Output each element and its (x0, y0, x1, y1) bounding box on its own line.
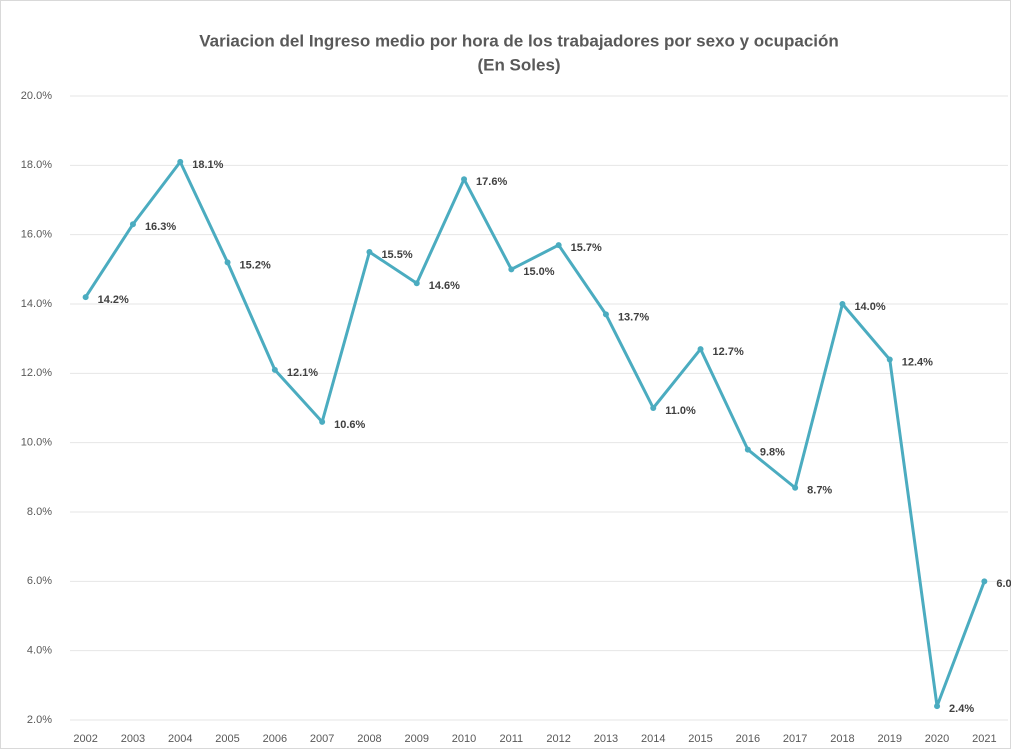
x-tick-label: 2009 (405, 733, 429, 745)
data-point (744, 446, 751, 453)
data-point (129, 221, 136, 228)
x-tick-label: 2014 (641, 733, 665, 745)
y-tick-label: 14.0% (21, 298, 52, 310)
x-tick-label: 2013 (594, 733, 618, 745)
x-tick-label: 2018 (830, 733, 854, 745)
y-tick-label: 4.0% (27, 645, 52, 657)
y-tick-label: 12.0% (21, 367, 52, 379)
data-label: 12.7% (713, 346, 744, 358)
x-tick-label: 2019 (878, 733, 902, 745)
data-point (508, 266, 515, 273)
x-tick-label: 2008 (357, 733, 381, 745)
data-point (177, 158, 184, 165)
series-line (84, 160, 986, 708)
data-point (461, 176, 468, 183)
data-label: 12.4% (902, 356, 933, 368)
data-point (839, 301, 846, 307)
chart-title: Variacion del Ingreso medio por hora de … (199, 31, 839, 50)
data-label: 13.7% (618, 311, 649, 323)
data-point (602, 311, 609, 318)
data-point (366, 249, 373, 255)
data-label: 12.1% (287, 367, 318, 379)
x-tick-label: 2006 (263, 733, 287, 745)
data-label: 18.1% (192, 159, 223, 171)
data-label: 11.0% (665, 405, 696, 417)
data-point (224, 259, 231, 266)
x-tick-label: 2002 (73, 733, 97, 745)
data-point (886, 356, 893, 363)
data-label: 8.7% (807, 485, 832, 497)
data-label: 16.3% (145, 221, 176, 233)
x-tick-label: 2015 (688, 733, 712, 745)
y-tick-label: 20.0% (21, 90, 52, 102)
data-label: 14.6% (429, 280, 460, 292)
x-tick-label: 2017 (783, 733, 807, 745)
x-tick-label: 2010 (452, 733, 476, 745)
x-tick-label: 2020 (925, 733, 949, 745)
x-tick-label: 2011 (500, 733, 524, 745)
y-tick-label: 6.0% (27, 575, 52, 587)
data-label: 2.4% (949, 703, 974, 715)
data-point (82, 294, 89, 301)
x-tick-label: 2021 (972, 733, 996, 745)
data-point (697, 346, 704, 353)
y-tick-label: 10.0% (21, 437, 52, 449)
data-point (650, 405, 657, 411)
y-tick-label: 16.0% (21, 229, 52, 241)
data-label: 10.6% (334, 419, 365, 431)
data-point (319, 418, 326, 425)
data-label: 15.5% (381, 249, 412, 261)
data-label: 15.2% (240, 259, 271, 271)
data-point (792, 484, 799, 491)
data-label: 14.2% (98, 294, 129, 306)
x-tick-label: 2007 (310, 733, 334, 745)
data-label: 17.6% (476, 176, 507, 188)
x-tick-label: 2003 (121, 733, 145, 745)
data-label: 15.0% (523, 266, 554, 278)
x-tick-label: 2016 (736, 733, 760, 745)
y-tick-label: 18.0% (21, 159, 52, 171)
data-point (271, 366, 278, 373)
chart-subtitle: (En Soles) (477, 55, 560, 74)
data-point (413, 280, 420, 287)
data-point (934, 703, 941, 710)
data-label: 14.0% (854, 301, 885, 313)
x-tick-label: 2012 (546, 733, 570, 745)
data-point (981, 578, 988, 585)
x-tick-label: 2004 (168, 733, 192, 745)
y-tick-label: 8.0% (27, 506, 52, 518)
y-tick-label: 2.0% (27, 714, 52, 726)
data-label: 15.7% (571, 242, 602, 254)
x-tick-label: 2005 (215, 733, 239, 745)
data-point (555, 242, 562, 249)
data-label: 6.0% (996, 578, 1011, 590)
data-label: 9.8% (760, 447, 785, 459)
